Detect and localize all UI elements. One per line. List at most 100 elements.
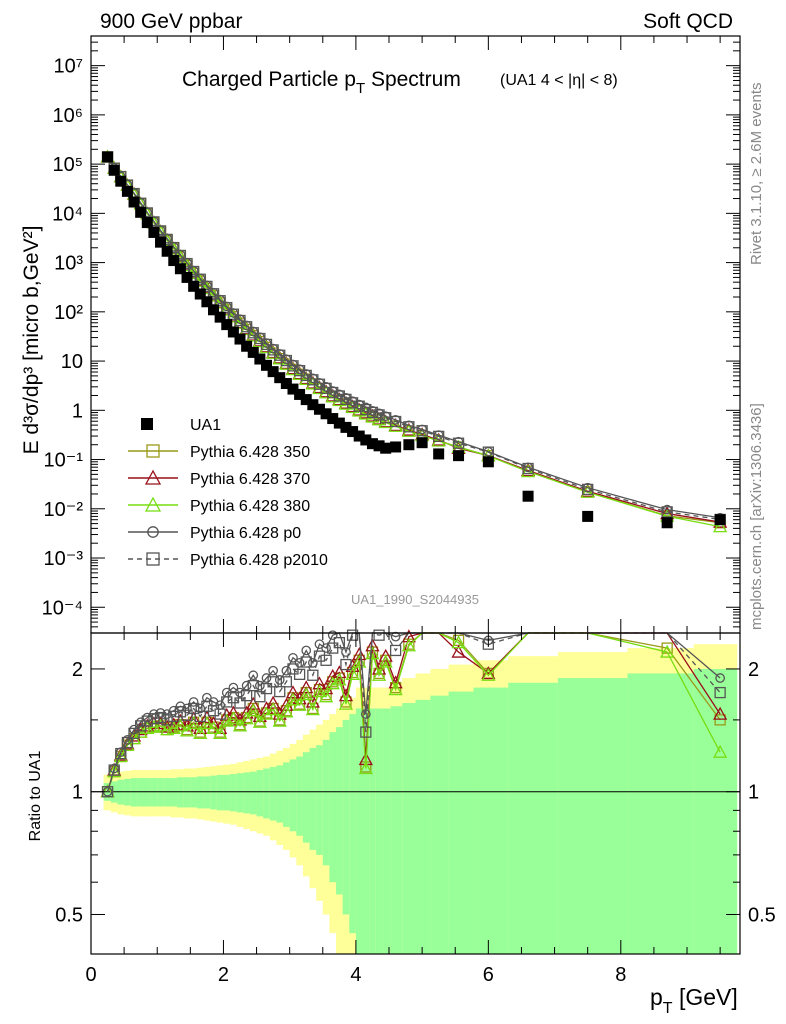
ratio-point <box>226 711 241 725</box>
y-tick-label: 10⁶ <box>53 105 83 127</box>
ratio-band-inner <box>249 771 258 815</box>
ratio-band-inner <box>137 778 145 807</box>
ratio-point <box>166 717 181 731</box>
ratio-point <box>115 747 127 760</box>
mc-line <box>106 156 721 523</box>
ratio-point <box>389 644 402 657</box>
ratio-band-inner <box>473 687 509 954</box>
ratio-point <box>325 676 340 690</box>
ratio-band-inner <box>415 699 431 954</box>
ratio-point <box>292 697 307 711</box>
data-point <box>208 304 220 316</box>
mc-point <box>522 462 534 475</box>
legend-label: Pythia 6.428 370 <box>190 471 310 488</box>
mc-point <box>234 314 246 327</box>
ratio-point <box>293 668 306 680</box>
data-point <box>234 333 246 345</box>
data-point <box>181 271 193 283</box>
ratio-point <box>300 656 312 668</box>
ratio-band-inner <box>402 703 416 954</box>
ratio-point <box>292 691 307 705</box>
data-point <box>214 311 226 323</box>
main-frame <box>90 35 741 634</box>
ratio-point <box>280 676 293 688</box>
y-tick-label: 1 <box>72 400 83 422</box>
legend-label: Pythia 6.428 p0 <box>190 525 301 542</box>
ratio-point <box>207 705 220 717</box>
ratio-point <box>333 637 345 649</box>
legend-label: UA1 <box>190 417 221 434</box>
ratio-band-inner <box>390 706 403 954</box>
ratio-frame <box>90 632 741 955</box>
chart-subtitle: (UA1 4 < |η| < 8) <box>500 72 618 89</box>
ratio-point <box>226 705 241 719</box>
ratio-point <box>345 666 360 680</box>
mc-point <box>194 273 206 285</box>
ratio-band-inner <box>236 773 244 813</box>
mc-point <box>416 425 428 437</box>
y-tick-label: 10⁻² <box>44 499 84 521</box>
ratio-point <box>312 676 327 690</box>
ratio-band-inner <box>157 778 165 807</box>
mc-point <box>201 280 213 293</box>
header-right: Soft QCD <box>643 10 733 33</box>
data-point <box>416 437 428 449</box>
ratio-point <box>186 716 201 730</box>
ratio-band-inner <box>170 778 178 807</box>
data-point <box>141 217 153 229</box>
ratio-point <box>319 689 334 703</box>
header-left: 900 GeV ppbar <box>100 10 242 33</box>
ratio-point <box>307 669 319 681</box>
data-point <box>353 430 365 442</box>
ratio-band-inner <box>557 678 628 954</box>
ratio-point <box>246 703 261 717</box>
ratio-point <box>239 711 254 725</box>
data-point <box>108 164 120 176</box>
data-point <box>155 236 167 248</box>
ratio-point <box>214 708 226 720</box>
ratio-point <box>199 716 214 730</box>
ratio-point <box>193 726 208 740</box>
ratio-point <box>321 643 331 653</box>
data-point <box>582 510 594 522</box>
ratio-point <box>285 692 301 706</box>
mc-point <box>582 483 594 496</box>
x-tick-label: 4 <box>350 964 361 986</box>
ratio-point <box>401 638 416 652</box>
rivet-label: Rivet 3.1.10, ≥ 2.6M events <box>748 83 765 266</box>
ratio-point <box>255 680 265 691</box>
ratio-point <box>194 710 206 723</box>
ratio-band-inner <box>302 752 311 843</box>
ratio-point <box>358 761 373 775</box>
y-tick-label: 10³ <box>54 253 83 275</box>
chart-title: Charged Particle pT Spectrum <box>182 68 461 97</box>
mc-point <box>308 373 318 384</box>
data-point <box>128 196 140 208</box>
data-point <box>115 175 127 187</box>
data-point <box>102 151 114 163</box>
mc-point <box>360 403 372 416</box>
ratio-point <box>128 727 140 740</box>
mc-point <box>580 484 595 498</box>
ratio-point <box>260 682 273 695</box>
ratio-band-inner <box>203 776 211 809</box>
ratio-band-inner <box>349 714 357 934</box>
data-point <box>340 421 352 433</box>
ratio-band-inner <box>196 776 205 809</box>
y-tick-label: 10⁷ <box>54 56 83 78</box>
ratio-band-inner <box>190 777 198 808</box>
ratio-point <box>308 658 318 668</box>
ratio-point <box>179 723 195 737</box>
data-point <box>403 439 415 451</box>
ratio-point <box>240 690 253 702</box>
ratio-point <box>182 703 192 714</box>
mc-point <box>340 393 352 406</box>
data-point <box>148 226 160 238</box>
ratio-point <box>373 629 385 641</box>
x-tick-label: 6 <box>483 964 494 986</box>
ratio-point <box>261 673 272 683</box>
mc-point <box>367 405 378 416</box>
ratio-point <box>234 697 246 709</box>
data-point <box>320 408 332 420</box>
ratio-y-tick-label-right: 0.5 <box>748 904 776 926</box>
